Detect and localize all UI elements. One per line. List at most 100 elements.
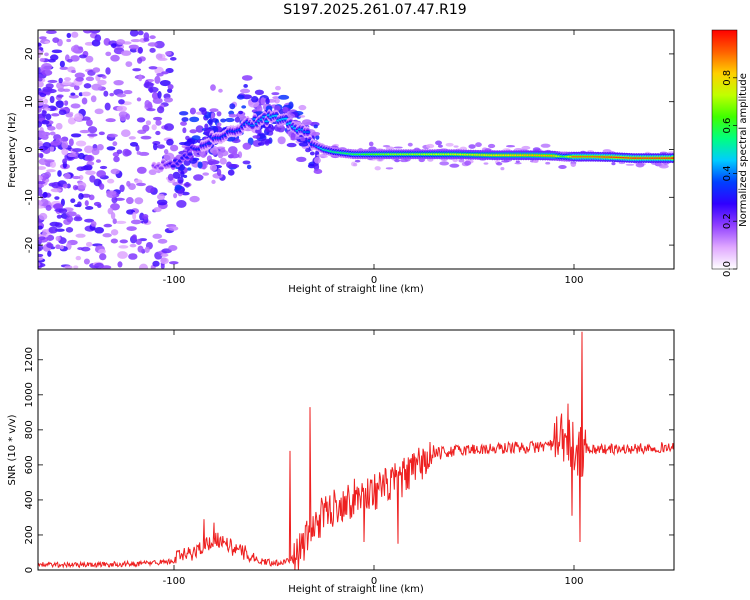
noise-blob [189,107,196,115]
noise-blob [56,214,62,219]
noise-blob [107,133,118,138]
noise-blob [277,136,286,145]
noise-blob [239,88,251,94]
noise-blob [204,123,209,130]
noise-blob [156,144,166,149]
noise-blob [113,156,120,163]
noise-blob [271,92,280,96]
ridge-halo-blob [468,144,476,149]
x-tick-label: 0 [371,576,377,587]
snr-y-ticks: 0 200 400 600 800 1000 1200 [24,347,674,573]
chart-title: S197.2025.261.07.47.R19 [283,2,467,18]
noise-blob [94,34,102,42]
noise-blob [116,149,123,154]
noise-blob [72,148,83,153]
noise-blob [39,57,45,62]
ridge-halo-blob [394,159,401,163]
y-tick-label: -10 [24,189,35,205]
noise-blob [180,121,187,126]
noise-blob [219,148,226,153]
ridge-halo-blob [316,154,325,157]
ridge-halo-blob [500,166,505,171]
noise-blob [97,79,107,86]
noise-blob [313,168,323,174]
noise-blob [50,161,56,168]
y-tick-label: 0 [24,146,35,152]
noise-blob [58,109,67,116]
noise-blob [163,152,175,161]
noise-blob [38,256,44,261]
noise-blob [225,117,235,123]
noise-blob [68,138,74,147]
ridge-halo-blob [426,143,435,149]
noise-blob [298,104,307,111]
noise-blob [136,117,146,123]
noise-blob [160,253,169,257]
noise-blob [106,146,116,151]
noise-blob [54,222,63,228]
ridge-halo-blob [540,143,551,148]
noise-blob [229,153,240,159]
noise-blob [83,258,90,265]
noise-blob [216,111,222,117]
noise-blob [135,238,142,245]
noise-blob [260,138,272,144]
spectrogram-y-ticks: -20 -10 0 10 20 [24,48,674,253]
noise-blob [79,129,90,134]
noise-blob [305,147,311,153]
ridge-halo-blob [496,162,503,166]
noise-blob [243,84,248,88]
noise-blob [85,241,93,247]
noise-blob [63,100,69,106]
noise-blob [301,119,312,126]
noise-blob [155,119,162,126]
noise-blob [103,90,109,97]
noise-blob [153,116,163,121]
noise-blob [149,35,156,40]
noise-blob [107,178,115,184]
noise-blob [75,255,82,261]
noise-blob [288,101,294,109]
noise-blob [55,235,61,242]
ridge-halo-blob [354,159,361,163]
noise-blob [38,199,42,206]
ridge-segment [669,157,674,159]
noise-blob [126,180,131,187]
ridge-halo-blob [483,162,489,165]
y-tick-label: 1000 [24,382,35,407]
noise-blob [168,261,179,265]
noise-blob [41,69,53,76]
noise-blob [38,212,48,221]
ridge-halo-blob [407,142,413,147]
noise-blob [181,117,189,122]
noise-blob [71,31,79,38]
noise-blob [148,66,158,70]
ridge-halo-blob [393,146,403,149]
ridge-halo-blob [399,158,409,163]
noise-blob [38,98,45,107]
noise-blob [99,183,105,190]
noise-blob [66,32,72,39]
noise-blob [87,126,98,134]
noise-blob [152,260,160,267]
noise-blob [197,161,203,169]
noise-blob [49,131,56,136]
ridge-segment [249,124,255,127]
noise-blob [125,61,133,67]
noise-blob [201,109,208,116]
noise-blob [112,218,117,225]
noise-blob [193,174,204,181]
noise-blob [169,57,177,61]
noise-blob [94,226,105,234]
noise-blob [41,109,47,117]
noise-blob [47,79,58,83]
noise-blob [65,227,74,233]
noise-blob [65,113,74,118]
noise-blob [71,69,76,74]
noise-blob [163,149,169,155]
noise-blob [41,62,53,71]
noise-blob [252,135,261,139]
noise-blob [116,39,126,45]
noise-blob [119,239,128,244]
ridge-halo-blob [625,163,635,166]
